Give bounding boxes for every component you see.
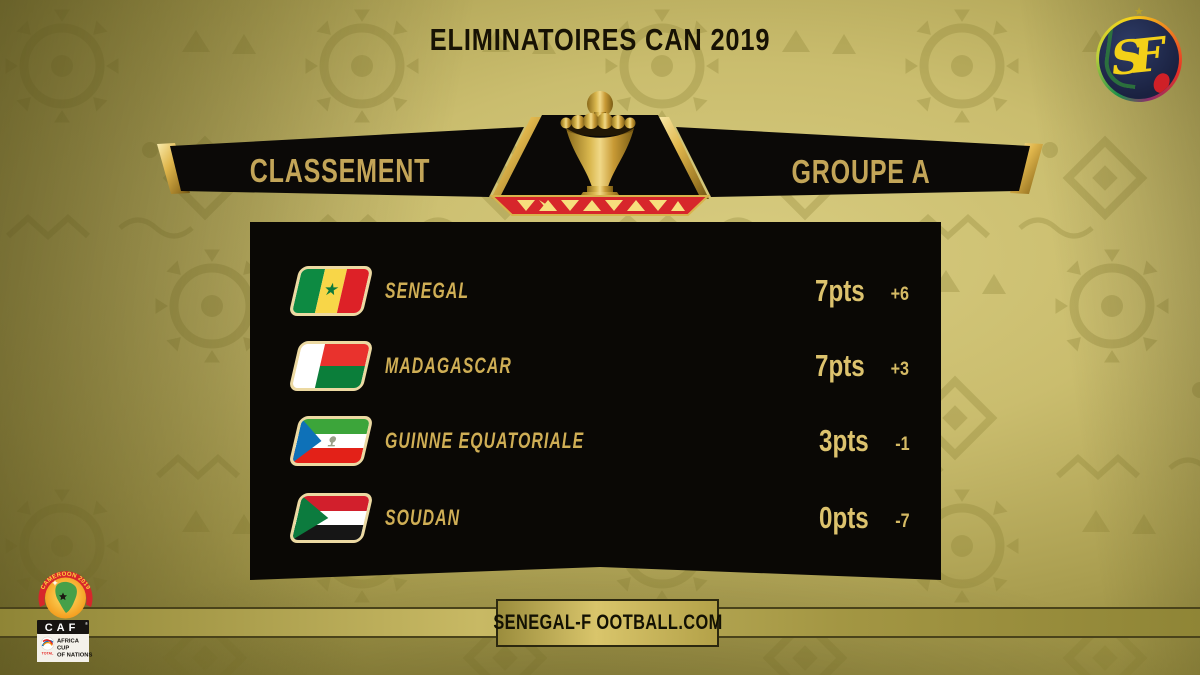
caf-reg-mark: ® (85, 621, 88, 626)
goal-diff-value: -7 (895, 510, 910, 532)
cup-line-2: CUP (57, 646, 69, 652)
caf-afcon-logo: CAMEROON 2019 CAF ® TOTAL AFRICA CUP O (37, 571, 93, 662)
caf-band: CAF ® (37, 620, 89, 634)
sf-ring-icon: SF (1096, 16, 1182, 102)
website-plate: SENEGAL-F OOTBALL.COM (493, 600, 722, 646)
points-group: 7pts +3 (808, 338, 911, 394)
team-name: MADAGASCAR (385, 353, 512, 378)
africa-map-icon (55, 581, 77, 613)
website-label: SENEGAL-F OOTBALL.COM (492, 611, 723, 634)
points-group: 0pts -7 (812, 490, 911, 546)
table-row: ★ SENEGAL 7pts +6 (250, 263, 941, 319)
team-name: SENEGAL (385, 278, 470, 303)
cup-line-3: OF NATIONS (57, 653, 92, 659)
cameroon-star-icon (59, 592, 67, 601)
table-row: GUINNE EQUATORIALE 3pts -1 (250, 413, 941, 469)
red-triangle-band (489, 195, 711, 216)
goal-diff-value: -1 (895, 433, 910, 455)
cup-line-1: AFRICA (57, 639, 80, 645)
equatorial-guinea-crest-icon (327, 436, 337, 447)
total-logo-icon: TOTAL (40, 636, 55, 656)
team-name: GUINNE EQUATORIALE (385, 428, 585, 453)
points-group: 7pts +6 (808, 263, 911, 319)
footer-plate (496, 599, 719, 647)
equatorial-guinea-flag-icon (288, 416, 374, 466)
madagascar-flag-icon (288, 341, 374, 391)
team-name: SOUDAN (385, 505, 461, 530)
points-value: 7pts (814, 273, 865, 308)
points-value: 0pts (819, 500, 870, 535)
table-row: SOUDAN 0pts -7 (250, 490, 941, 546)
sparkle-icon (52, 580, 58, 586)
total-label: TOTAL (42, 652, 54, 656)
points-group: 3pts -1 (812, 413, 911, 469)
sudan-flag-icon (288, 493, 374, 543)
afcon-trophy-icon (560, 91, 636, 198)
standings-panel (250, 222, 941, 580)
banner-left-wing (157, 127, 524, 197)
group-label: GROUPE A (791, 153, 931, 190)
cup-name-box: TOTAL AFRICA CUP OF NATIONS (37, 634, 92, 662)
banner-right-wing (676, 127, 1043, 197)
sf-logo-inner: SF (1099, 19, 1179, 99)
senegal-football-logo: ★ SF (1092, 6, 1186, 102)
points-value: 3pts (819, 423, 870, 458)
senegal-flag-icon: ★ (288, 266, 374, 316)
page-title: ELIMINATOIRES CAN 2019 (429, 22, 771, 57)
goal-diff-value: +3 (890, 358, 910, 380)
sf-monogram: SF (1108, 27, 1156, 86)
goal-diff-value: +6 (890, 283, 910, 305)
sf-star-icon: ★ (1134, 5, 1144, 18)
caf-band-label: CAF (45, 622, 80, 634)
classement-label: CLASSEMENT (249, 152, 431, 189)
points-value: 7pts (814, 348, 865, 383)
table-row: MADAGASCAR 7pts +3 (250, 338, 941, 394)
